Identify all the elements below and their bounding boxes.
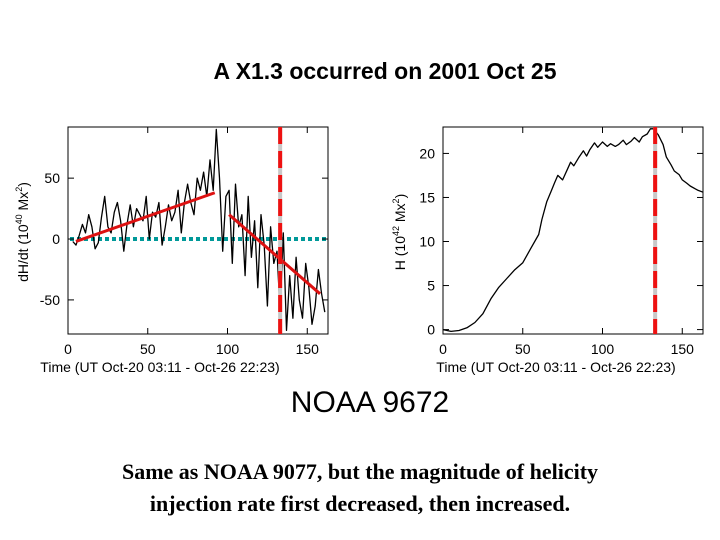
left-x-axis-label: Time (UT Oct-20 03:11 - Oct-26 22:23) [40, 359, 279, 375]
right-y-tick-label: 0 [427, 322, 435, 338]
region-label: NOAA 9672 [290, 386, 450, 419]
right-y-tick-label: 10 [419, 234, 435, 250]
right-y-tick-label: 15 [419, 189, 435, 205]
left-trend-line-1 [75, 191, 216, 243]
right-x-tick-label: 50 [515, 341, 531, 357]
right-axes: 0 50 100 150 0 5 10 15 20 [419, 127, 703, 357]
left-x-tick-label: 50 [140, 341, 156, 357]
slide-title: A X1.3 occurred on 2001 Oct 25 [213, 58, 557, 84]
caption: Same as NOAA 9077, but the magnitude of … [0, 456, 720, 520]
right-chart: 0 50 100 150 0 5 10 15 20 Time (UT Oct-20 03:11 … [391, 126, 704, 375]
right-x-tick-label: 150 [671, 341, 695, 357]
left-y-tick-label: 0 [52, 231, 60, 247]
left-y-tick-label: 50 [44, 170, 60, 186]
right-plot-content [442, 127, 704, 334]
left-y-tick-label: -50 [40, 292, 60, 308]
caption-line-2: injection rate first decreased, then inc… [149, 491, 571, 516]
right-x-axis-label: Time (UT Oct-20 03:11 - Oct-26 22:23) [436, 359, 675, 375]
left-x-tick-label: 150 [296, 341, 320, 357]
left-plot-content [70, 127, 328, 334]
left-x-tick-label: 100 [216, 341, 240, 357]
right-x-tick-label: 0 [439, 341, 447, 357]
left-chart: 0 50 100 150 -50 0 50 Time (UT Oct-20 03:11 - … [14, 126, 329, 375]
right-series-line [442, 128, 704, 333]
right-plot-frame [442, 126, 704, 335]
right-y-axis-label: H (1042 Mx2) [391, 194, 408, 271]
left-x-tick-label: 0 [64, 341, 72, 357]
right-y-tick-label: 20 [419, 145, 435, 161]
left-axes: 0 50 100 150 -50 0 50 [40, 127, 328, 357]
right-x-tick-label: 100 [591, 341, 615, 357]
left-plot-frame [67, 126, 329, 335]
left-series-line [72, 128, 326, 331]
left-y-axis-label: dH/dt (1040 Mx2) [14, 182, 31, 282]
caption-line-1: Same as NOAA 9077, but the magnitude of … [121, 459, 599, 484]
right-y-tick-label: 5 [427, 278, 435, 294]
left-trend-line-2 [228, 213, 322, 295]
